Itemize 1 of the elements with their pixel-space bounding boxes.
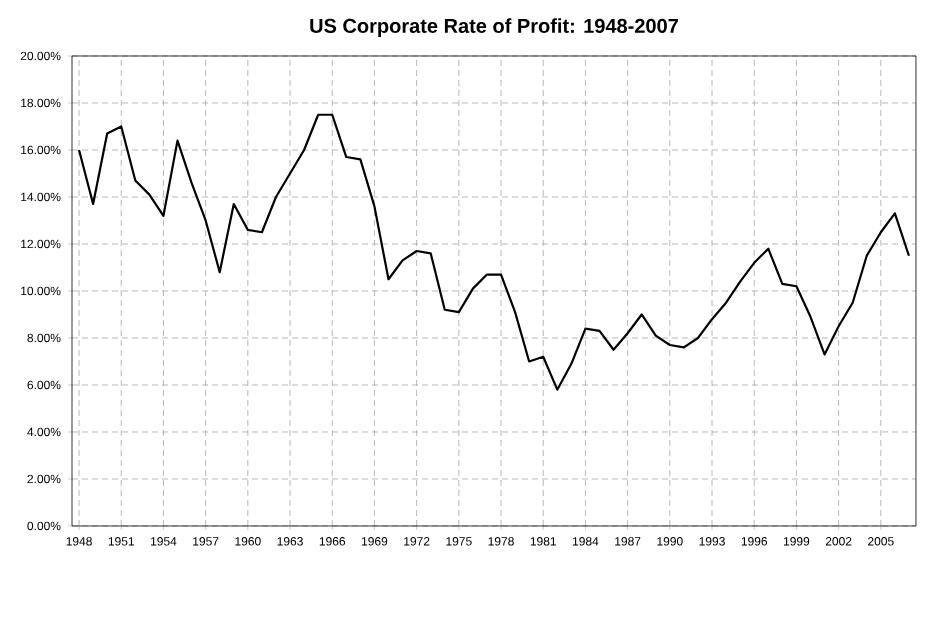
chart-title: US Corporate Rate of Profit: 1948-2007	[310, 18, 678, 37]
